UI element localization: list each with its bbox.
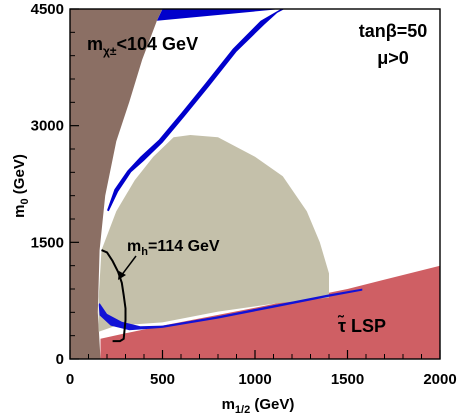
x-axis-title: m1/2 (GeV): [222, 396, 295, 415]
params-line1: tanβ=50: [359, 21, 428, 41]
region-white-no-ewsb: [140, 9, 284, 157]
y-title-rest: (GeV): [11, 154, 28, 198]
chargino-sub: χ±: [103, 44, 117, 58]
y-tick-label: 1500: [31, 234, 64, 251]
chargino-rest: <104 GeV: [117, 34, 199, 54]
x-title-sub: 1/2: [235, 404, 250, 415]
x-title-rest: (GeV): [250, 396, 294, 413]
y-tick-label: 0: [56, 351, 64, 368]
x-tick-label: 2000: [423, 371, 456, 388]
lsp-annotation: τ̃ LSP: [337, 314, 386, 336]
x-tick-label: 1500: [331, 371, 364, 388]
x-tick-label: 500: [150, 371, 175, 388]
y-tick-label: 4500: [31, 1, 64, 18]
x-tick-label: 0: [66, 371, 74, 388]
higgs-m: m: [127, 238, 141, 255]
y-axis-title: m0 (GeV): [11, 154, 31, 218]
y-tick-label: 3000: [31, 118, 64, 135]
x-tick-label: 1000: [238, 371, 271, 388]
chargino-m: m: [87, 34, 103, 54]
params-line2: μ>0: [377, 48, 409, 68]
x-title-m: m: [222, 396, 235, 413]
y-title-m: m: [11, 204, 28, 217]
higgs-rest: =114 GeV: [148, 238, 220, 255]
